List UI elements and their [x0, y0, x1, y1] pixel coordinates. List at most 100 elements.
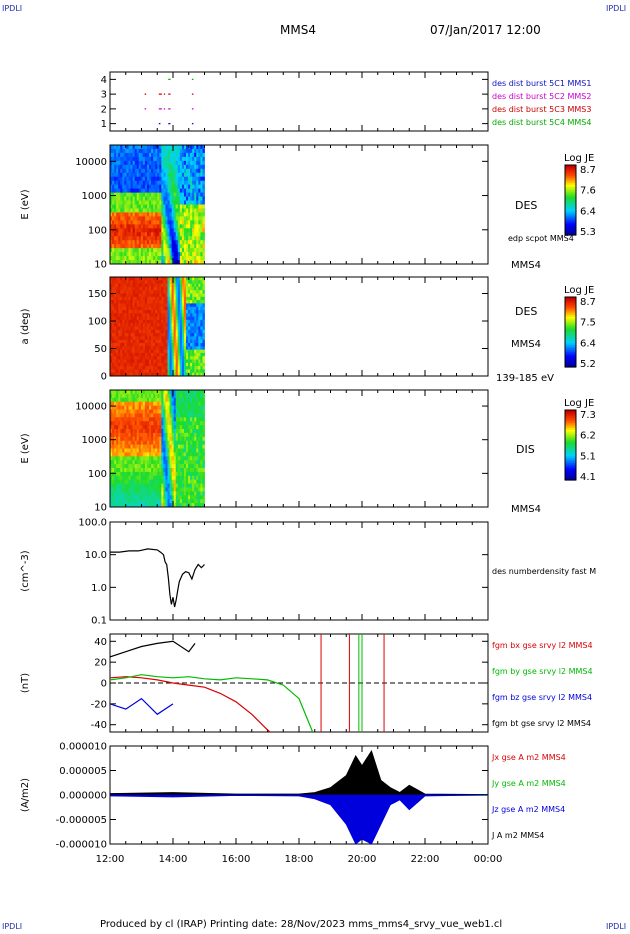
heatmap-cell: [153, 336, 156, 341]
heatmap-cell: [157, 224, 160, 229]
heatmap-cell: [144, 256, 148, 261]
heatmap-cell: [126, 440, 129, 445]
heatmap-cell: [116, 343, 119, 347]
heatmap-cell: [122, 256, 125, 261]
heatmap-cell: [181, 290, 185, 294]
heatmap-cell: [194, 156, 197, 162]
heatmap-cell: [196, 280, 199, 284]
heatmap-cell: [194, 503, 197, 508]
heatmap-cell: [181, 336, 185, 341]
heatmap-cell: [183, 425, 187, 430]
heatmap-cell: [200, 172, 203, 178]
heatmap-cell: [155, 483, 158, 488]
heatmap-cell: [169, 329, 173, 334]
heatmap-cell: [179, 362, 183, 367]
heatmap-cell: [179, 503, 183, 508]
heatmap-cell: [194, 468, 197, 473]
heatmap-cell: [130, 252, 133, 257]
heatmap-cell: [118, 208, 121, 213]
heatmap-cell: [153, 236, 156, 241]
heatmap-cell: [157, 440, 160, 445]
heatmap-cell: [175, 444, 179, 449]
heatmap-cell: [165, 160, 168, 166]
heatmap-cell: [163, 306, 166, 311]
heatmap-cell: [169, 164, 173, 170]
heatmap-cell: [181, 417, 185, 422]
heatmap-cell: [110, 313, 113, 317]
heatmap-cell: [202, 468, 205, 473]
heatmap-cell: [118, 290, 121, 294]
heatmap-cell: [116, 313, 119, 317]
heatmap-cell: [183, 152, 187, 158]
heatmap-cell: [161, 280, 164, 284]
heatmap-cell: [138, 220, 142, 225]
heatmap-cell: [138, 244, 142, 249]
colorbar-cell: [565, 325, 576, 328]
heatmap-cell: [122, 152, 125, 158]
heatmap-cell: [149, 184, 152, 190]
heatmap-cell: [138, 417, 142, 422]
heatmap-cell: [161, 369, 164, 374]
heatmap-cell: [200, 236, 203, 241]
heatmap-cell: [146, 192, 150, 197]
heatmap-cell: [171, 444, 175, 449]
heatmap-cell: [118, 306, 121, 311]
heatmap-cell: [136, 343, 140, 347]
heatmap-cell: [132, 160, 136, 166]
heatmap-cell: [169, 286, 173, 291]
heatmap-cell: [112, 293, 115, 298]
heatmap-cell: [151, 471, 154, 477]
heatmap-cell: [110, 172, 113, 178]
heatmap-cell: [188, 356, 191, 360]
heatmap-cell: [202, 329, 205, 334]
heatmap-cell: [163, 436, 166, 442]
heatmap-cell: [165, 184, 168, 190]
heatmap-cell: [198, 244, 201, 249]
heatmap-cell: [136, 390, 140, 395]
heatmap-cell: [177, 421, 181, 426]
heatmap-cell: [175, 390, 179, 395]
heatmap-cell: [128, 256, 131, 261]
heatmap-cell: [140, 339, 144, 344]
heatmap-cell: [183, 432, 187, 438]
heatmap-cell: [151, 417, 154, 422]
heatmap-cell: [177, 313, 181, 317]
heatmap-cell: [167, 329, 170, 334]
heatmap-cell: [200, 352, 203, 357]
colorbar-cell: [565, 319, 576, 323]
heatmap-cell: [196, 444, 199, 449]
heatmap-cell: [120, 397, 123, 403]
heatmap-cell: [198, 468, 201, 473]
heatmap-cell: [167, 319, 170, 324]
colorbar-cell: [565, 346, 576, 349]
heatmap-cell: [149, 148, 152, 154]
heatmap-cell: [136, 479, 140, 484]
heatmap-cell: [181, 362, 185, 367]
heatmap-cell: [188, 152, 191, 158]
heatmap-cell: [132, 184, 136, 190]
heatmap-cell: [161, 448, 164, 453]
heatmap-cell: [142, 156, 146, 162]
heatmap-cell: [173, 326, 177, 331]
heatmap-cell: [188, 176, 191, 182]
heatmap-cell: [132, 436, 136, 442]
heatmap-cell: [110, 204, 113, 209]
heatmap-cell: [188, 306, 191, 311]
heatmap-cell: [116, 184, 119, 190]
heatmap-cell: [186, 425, 189, 430]
heatmap-cell: [200, 503, 203, 508]
heatmap-cell: [177, 208, 181, 213]
heatmap-cell: [151, 286, 154, 291]
heatmap-cell: [190, 296, 193, 301]
heatmap-cell: [153, 168, 156, 174]
heatmap-cell: [173, 359, 177, 364]
heatmap-cell: [192, 468, 195, 473]
heatmap-cell: [124, 356, 127, 360]
heatmap-cell: [183, 339, 187, 344]
heatmap-cell: [183, 349, 187, 354]
heatmap-cell: [112, 329, 115, 334]
heatmap-cell: [144, 188, 148, 193]
heatmap-cell: [183, 188, 187, 193]
heatmap-cell: [142, 425, 146, 430]
heatmap-cell: [173, 329, 177, 334]
